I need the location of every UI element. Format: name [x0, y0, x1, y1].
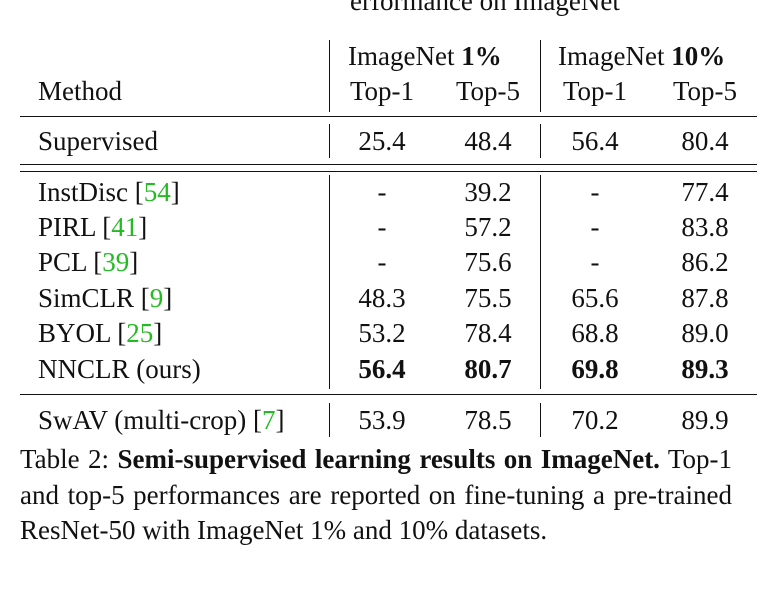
- header-group2-prefix: ImageNet: [558, 41, 665, 71]
- header-top1-1pct: Top-1: [349, 76, 415, 106]
- row-pirl-top5-1pct: 57.2: [464, 212, 512, 242]
- header-top5-1pct: Top-5: [455, 76, 521, 106]
- caption-title: Semi-supervised learning results on Imag…: [117, 444, 660, 474]
- header-top5-10pct: Top-5: [672, 76, 738, 106]
- header-group1-pct: 1%: [461, 41, 502, 71]
- rule-header-bottom: [20, 116, 757, 117]
- row-simclr-top1-1pct: 48.3: [358, 283, 406, 313]
- row-pirl-name: PIRL: [38, 212, 103, 242]
- row-pirl-method: PIRL [41]: [38, 211, 147, 243]
- header-imagenet-10pct: ImageNet 10%: [558, 40, 725, 72]
- row-byol-top5-1pct: 78.4: [464, 318, 512, 348]
- row-pcl-bracket-close: ]: [129, 247, 139, 277]
- row-swav-top1-1pct: 53.9: [358, 405, 406, 435]
- row-pirl-citation[interactable]: 41: [111, 212, 139, 242]
- row-swav-top5-10pct: 89.9: [681, 405, 729, 435]
- row-pirl-top5-10pct: 83.8: [681, 212, 729, 242]
- results-table: ImageNet 1% ImageNet 10% Method Top-1 To…: [20, 40, 757, 437]
- vrule-main-left: [329, 175, 330, 389]
- row-pcl-top5-10pct: 86.2: [681, 247, 729, 277]
- row-swav-bracket-close: ]: [275, 405, 285, 435]
- row-pirl-top1-1pct: -: [377, 212, 387, 242]
- row-supervised-method: Supervised: [38, 126, 158, 156]
- row-instdisc-top1-1pct: -: [377, 177, 387, 207]
- row-byol-top5-10pct: 89.0: [681, 318, 729, 348]
- row-simclr-citation[interactable]: 9: [149, 283, 164, 313]
- row-instdisc-name: InstDisc: [38, 177, 135, 207]
- row-simclr-bracket-close: ]: [163, 283, 173, 313]
- row-instdisc-top5-1pct: 39.2: [464, 177, 512, 207]
- header-group1-prefix: ImageNet: [348, 41, 455, 71]
- row-swav-bracket-open: [: [253, 405, 262, 435]
- caption-label: Table 2:: [20, 444, 118, 474]
- row-simclr-name: SimCLR: [38, 283, 141, 313]
- row-pcl-top1-1pct: -: [377, 247, 387, 277]
- row-byol-top1-1pct: 53.2: [358, 318, 406, 348]
- header-top1-10pct: Top-1: [562, 76, 628, 106]
- row-swav-top5-1pct: 78.5: [464, 405, 512, 435]
- row-instdisc-citation[interactable]: 54: [143, 177, 171, 207]
- row-pirl-top1-10pct: -: [590, 212, 600, 242]
- vrule-header-left: [329, 40, 330, 112]
- row-byol-method: BYOL [25]: [38, 317, 162, 349]
- row-pirl-bracket-close: ]: [138, 212, 148, 242]
- vrule-header-mid: [540, 40, 541, 112]
- row-nnclr-top1-10pct: 69.8: [571, 354, 619, 384]
- row-pcl-bracket-open: [: [93, 247, 103, 277]
- vrule-supervised-left: [329, 124, 330, 158]
- rule-self-supervised-bottom: [20, 394, 757, 395]
- row-pcl-name: PCL: [38, 247, 94, 277]
- vrule-supervised-mid: [540, 124, 541, 158]
- vrule-swav-left: [329, 403, 330, 437]
- row-pcl-method: PCL [39]: [38, 246, 138, 278]
- row-swav-method: SwAV (multi-crop) [7]: [38, 404, 285, 436]
- row-instdisc-top1-10pct: -: [590, 177, 600, 207]
- header-imagenet-1pct: ImageNet 1%: [348, 40, 502, 72]
- rule-supervised-bottom-double: [20, 171, 757, 172]
- row-instdisc-bracket-close: ]: [170, 177, 180, 207]
- table-caption: Table 2: Semi-supervised learning result…: [20, 442, 732, 549]
- row-supervised-top1-10pct: 56.4: [571, 126, 619, 156]
- row-pcl-citation[interactable]: 39: [102, 247, 130, 277]
- row-simclr-top5-10pct: 87.8: [681, 283, 729, 313]
- row-instdisc-method: InstDisc [54]: [38, 176, 180, 208]
- row-nnclr-top1-1pct: 56.4: [358, 354, 406, 384]
- row-simclr-top1-10pct: 65.6: [571, 283, 619, 313]
- row-supervised-top5-10pct: 80.4: [681, 126, 729, 156]
- row-instdisc-bracket-open: [: [134, 177, 144, 207]
- row-simclr-top5-1pct: 75.5: [464, 283, 512, 313]
- row-supervised-top1-1pct: 25.4: [358, 126, 406, 156]
- header-method: Method: [38, 76, 122, 106]
- vrule-swav-mid: [540, 403, 541, 437]
- row-swav-citation[interactable]: 7: [262, 405, 276, 435]
- rule-supervised-bottom: [20, 164, 757, 165]
- row-nnclr-top5-10pct: 89.3: [681, 354, 729, 384]
- row-byol-name: BYOL: [38, 318, 118, 348]
- row-swav-name: SwAV (multi-crop): [38, 405, 253, 435]
- row-byol-top1-10pct: 68.8: [571, 318, 619, 348]
- row-pirl-bracket-open: [: [102, 212, 112, 242]
- row-supervised-top5-1pct: 48.4: [464, 126, 512, 156]
- row-byol-bracket-close: ]: [153, 318, 163, 348]
- vrule-main-mid: [540, 175, 541, 389]
- header-group2-pct: 10%: [671, 41, 726, 71]
- row-nnclr-top5-1pct: 80.7: [464, 354, 512, 384]
- row-simclr-bracket-open: [: [140, 283, 150, 313]
- row-instdisc-top5-10pct: 77.4: [681, 177, 729, 207]
- row-byol-citation[interactable]: 25: [126, 318, 154, 348]
- row-nnclr-method: NNCLR (ours): [38, 354, 201, 384]
- row-pcl-top1-10pct: -: [590, 247, 600, 277]
- row-swav-top1-10pct: 70.2: [571, 405, 619, 435]
- row-byol-bracket-open: [: [117, 318, 127, 348]
- cutoff-previous-text: erformance on ImageNet: [350, 0, 620, 16]
- row-pcl-top5-1pct: 75.6: [464, 247, 512, 277]
- caption-body: Top-1 and top-5 performances are reporte…: [20, 444, 732, 545]
- row-simclr-method: SimCLR [9]: [38, 282, 172, 314]
